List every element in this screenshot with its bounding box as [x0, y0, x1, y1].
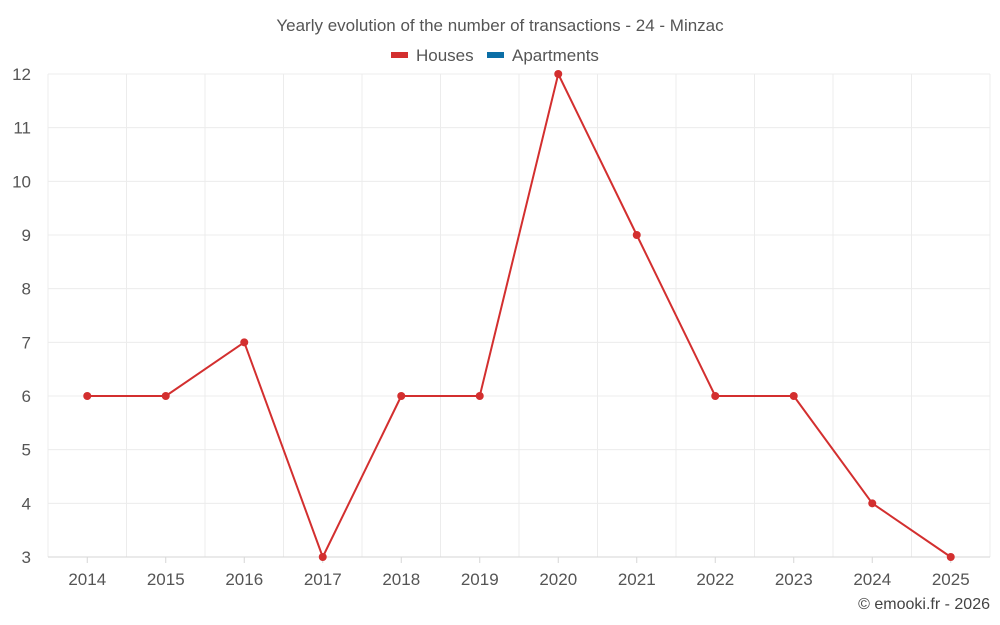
y-tick-label: 3: [22, 548, 31, 567]
y-tick-label: 6: [22, 387, 31, 406]
data-point-2015[interactable]: [161, 392, 170, 400]
x-tick-label: 2018: [382, 570, 420, 589]
legend-label-houses[interactable]: Houses: [416, 46, 474, 65]
x-tick-label: 2015: [147, 570, 185, 589]
data-point-2022[interactable]: [711, 392, 720, 400]
x-tick-label: 2021: [618, 570, 656, 589]
data-point-2021[interactable]: [632, 231, 641, 239]
x-tick-label: 2014: [68, 570, 106, 589]
x-tick-label: 2016: [225, 570, 263, 589]
y-tick-label: 10: [12, 172, 31, 191]
x-tick-label: 2022: [696, 570, 734, 589]
y-tick-label: 11: [13, 119, 31, 138]
data-point-2018[interactable]: [397, 392, 406, 400]
data-point-2025[interactable]: [946, 553, 955, 561]
legend: Houses Apartments: [391, 46, 599, 65]
x-tick-label: 2020: [539, 570, 577, 589]
y-tick-label: 12: [12, 65, 31, 84]
gridlines: [47, 73, 991, 557]
data-point-2019[interactable]: [475, 392, 484, 400]
data-point-2016[interactable]: [240, 338, 249, 347]
y-tick-label: 5: [22, 441, 31, 460]
data-point-2020[interactable]: [554, 70, 563, 78]
x-tick-label: 2019: [461, 570, 499, 589]
data-point-2017[interactable]: [318, 553, 327, 561]
y-tick-label: 4: [22, 494, 31, 513]
chart-title: Yearly evolution of the number of transa…: [276, 16, 724, 35]
x-tick-label: 2023: [775, 570, 813, 589]
x-tick-label: 2024: [853, 570, 891, 589]
legend-swatch-houses: [391, 52, 408, 58]
legend-swatch-apartments: [487, 52, 504, 58]
series-houses: [83, 70, 955, 561]
y-tick-label: 7: [22, 333, 31, 352]
x-tick-label: 2017: [304, 570, 342, 589]
legend-label-apartments[interactable]: Apartments: [512, 46, 599, 65]
y-tick-label: 8: [22, 280, 31, 299]
y-axis-ticks: 3 4 5 6 7 8 9 10 11 12: [12, 65, 31, 567]
y-tick-label: 9: [22, 226, 31, 245]
data-point-2023[interactable]: [789, 392, 798, 400]
x-axis-ticks: 2014 2015 2016 2017 2018 2019 2020 2021 2022 2023…: [68, 557, 970, 589]
credit-text: © emooki.fr - 2026: [858, 596, 990, 613]
x-tick-label: 2025: [932, 570, 970, 589]
data-point-2014[interactable]: [83, 392, 92, 400]
data-point-2024[interactable]: [868, 499, 877, 508]
series-line-houses: [87, 73, 952, 558]
